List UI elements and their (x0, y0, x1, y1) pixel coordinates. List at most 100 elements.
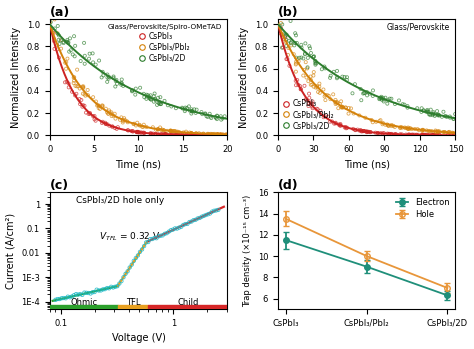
Point (53, 42, 61, 47)
Point (179, 132, 186, 138)
Point (420, 107, 428, 113)
Point (382, 122, 389, 128)
Point (214, 131, 221, 137)
Point (311, 58, 319, 64)
Point (118, 279, 125, 284)
Point (63, 39, 71, 45)
Point (79, 104, 86, 110)
Point (79, 292, 86, 298)
Point (300, 67, 308, 73)
Point (415, 127, 423, 133)
Point (73, 67, 81, 73)
Point (147, 97, 155, 102)
Point (401, 125, 409, 130)
Point (81, 53, 89, 59)
Point (182, 221, 189, 227)
Point (74, 292, 82, 297)
Point (331, 121, 339, 126)
Point (369, 93, 376, 99)
Point (161, 98, 168, 104)
Point (95, 103, 103, 109)
Point (342, 105, 349, 110)
Point (138, 247, 146, 252)
Point (221, 113, 228, 119)
Point (103, 72, 111, 77)
Point (337, 105, 345, 110)
Point (419, 127, 427, 133)
Point (309, 82, 316, 87)
Point (279, 32, 286, 37)
Point (104, 75, 111, 80)
Point (440, 109, 447, 114)
Point (79, 84, 87, 90)
Point (384, 122, 392, 128)
Point (376, 96, 383, 101)
Point (291, 43, 298, 48)
Point (292, 69, 300, 74)
Point (140, 122, 147, 127)
Point (186, 108, 193, 113)
Point (386, 96, 393, 102)
Point (150, 99, 158, 104)
Point (185, 132, 192, 138)
Point (188, 106, 195, 112)
Point (330, 121, 338, 126)
Legend: Electron, Hole: Electron, Hole (394, 196, 451, 220)
Point (354, 127, 361, 132)
Point (121, 117, 128, 123)
Point (162, 132, 169, 137)
Point (309, 104, 316, 109)
Point (109, 124, 116, 129)
Point (378, 96, 385, 101)
Point (372, 130, 379, 135)
Point (357, 128, 365, 134)
Point (82, 93, 89, 98)
Point (63, 79, 71, 84)
Point (109, 113, 117, 118)
Point (429, 132, 437, 138)
Point (101, 120, 109, 126)
Text: $V_{TFL}$ = 0.32 V: $V_{TFL}$ = 0.32 V (100, 230, 161, 243)
Point (154, 131, 162, 136)
Text: Child: Child (177, 298, 199, 307)
Point (276, 30, 283, 36)
Point (141, 130, 148, 136)
Point (67, 47, 74, 53)
Point (157, 101, 164, 107)
Point (414, 126, 421, 132)
Point (222, 132, 230, 138)
Point (411, 126, 419, 132)
Point (217, 113, 225, 119)
Point (209, 132, 216, 138)
Point (446, 115, 454, 120)
Point (378, 97, 386, 103)
Point (314, 85, 321, 90)
Point (53, 30, 61, 36)
Point (410, 132, 418, 138)
Point (132, 122, 140, 128)
Point (194, 216, 201, 221)
Point (219, 132, 227, 137)
Point (297, 86, 305, 92)
Point (202, 212, 210, 218)
Point (113, 126, 120, 132)
Point (124, 119, 132, 125)
Point (413, 132, 420, 138)
Point (133, 129, 140, 135)
Point (92, 62, 100, 67)
Point (302, 59, 310, 65)
Point (146, 95, 154, 101)
Point (275, 24, 283, 29)
Point (82, 290, 90, 296)
Point (429, 132, 437, 138)
Point (113, 283, 121, 289)
Point (217, 132, 224, 138)
Point (105, 107, 113, 113)
Point (157, 131, 165, 137)
Point (118, 81, 126, 86)
Point (108, 113, 116, 119)
Point (330, 69, 337, 75)
Point (210, 132, 218, 138)
Point (98, 103, 106, 108)
Point (81, 92, 88, 97)
